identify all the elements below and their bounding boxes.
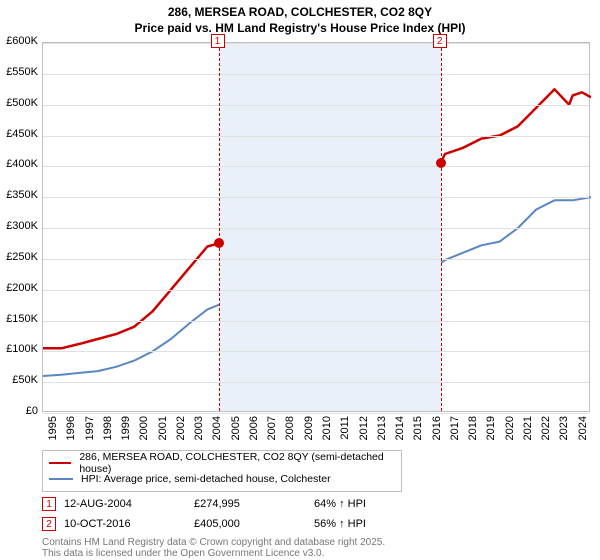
sale-events-table: 1 12-AUG-2004£274,99564% ↑ HPI 2 10-OCT-201…: [42, 494, 414, 534]
y-axis-tick: £300K: [6, 220, 42, 232]
gridline: [43, 228, 589, 229]
event-delta: 64% ↑ HPI: [314, 498, 414, 510]
x-axis-tick: 1998: [102, 416, 114, 440]
x-axis-tick: 2003: [193, 416, 205, 440]
event-delta: 56% ↑ HPI: [314, 518, 414, 530]
x-axis-tick: 2020: [504, 416, 516, 440]
gridline: [43, 166, 589, 167]
x-axis-tick: 2008: [284, 416, 296, 440]
gridline: [43, 321, 589, 322]
legend-swatch: [49, 478, 73, 480]
y-axis-tick: £50K: [12, 374, 42, 386]
legend-label: 286, MERSEA ROAD, COLCHESTER, CO2 8QY (s…: [79, 451, 395, 475]
x-axis-tick: 2011: [339, 416, 351, 440]
x-axis-tick: 2012: [358, 416, 370, 440]
x-axis-tick: 2014: [394, 416, 406, 440]
gridline: [43, 290, 589, 291]
y-axis-tick: £250K: [6, 251, 42, 263]
x-axis-tick: 2019: [485, 416, 497, 440]
x-axis-tick: 1999: [120, 416, 132, 440]
x-axis-tick: 2021: [522, 416, 534, 440]
title-line-2: Price paid vs. HM Land Registry's House …: [135, 21, 466, 35]
event-price: £274,995: [194, 498, 314, 510]
event-date: 12-AUG-2004: [64, 498, 194, 510]
x-axis-tick: 2023: [558, 416, 570, 440]
gridline: [43, 105, 589, 106]
event-price: £405,000: [194, 518, 314, 530]
y-axis-tick: £100K: [6, 343, 42, 355]
event-marker: 1: [211, 34, 225, 48]
gridline: [43, 74, 589, 75]
event-marker: 2: [42, 517, 56, 531]
gridline: [43, 413, 589, 414]
license-text: Contains HM Land Registry data © Crown c…: [42, 537, 385, 559]
y-axis-tick: £200K: [6, 282, 42, 294]
x-axis-tick: 2009: [303, 416, 315, 440]
x-axis-tick: 2018: [467, 416, 479, 440]
title-line-1: 286, MERSEA ROAD, COLCHESTER, CO2 8QY: [168, 5, 432, 19]
event-row: 2 10-OCT-2016£405,00056% ↑ HPI: [42, 514, 414, 534]
y-axis-tick: £600K: [6, 35, 42, 47]
gridline: [43, 136, 589, 137]
event-line: [441, 43, 442, 411]
plot-area: [42, 42, 590, 412]
gridline: [43, 197, 589, 198]
event-date: 10-OCT-2016: [64, 518, 194, 530]
event-row: 1 12-AUG-2004£274,99564% ↑ HPI: [42, 494, 414, 514]
y-axis-tick: £400K: [6, 158, 42, 170]
legend: 286, MERSEA ROAD, COLCHESTER, CO2 8QY (s…: [42, 450, 402, 492]
y-axis-tick: £450K: [6, 128, 42, 140]
y-axis-tick: £350K: [6, 189, 42, 201]
y-axis-tick: £500K: [6, 97, 42, 109]
gridline: [43, 382, 589, 383]
x-axis-tick: 2004: [211, 416, 223, 440]
y-axis-tick: £550K: [6, 66, 42, 78]
gridline: [43, 259, 589, 260]
chart-title: 286, MERSEA ROAD, COLCHESTER, CO2 8QY Pr…: [0, 0, 600, 36]
event-marker: 1: [42, 497, 56, 511]
x-axis-tick: 2001: [157, 416, 169, 440]
event-marker: 2: [433, 34, 447, 48]
x-axis-tick: 2015: [412, 416, 424, 440]
gridline: [43, 43, 589, 44]
x-axis-tick: 2000: [138, 416, 150, 440]
x-axis-tick: 1995: [47, 416, 59, 440]
y-axis-tick: £150K: [6, 313, 42, 325]
event-line: [219, 43, 220, 411]
x-axis-tick: 2005: [230, 416, 242, 440]
shaded-period: [219, 43, 441, 411]
x-axis-tick: 2002: [175, 416, 187, 440]
chart-container: 286, MERSEA ROAD, COLCHESTER, CO2 8QY Pr…: [0, 0, 600, 560]
legend-label: HPI: Average price, semi-detached house,…: [81, 473, 331, 485]
x-axis-tick: 1996: [65, 416, 77, 440]
gridline: [43, 351, 589, 352]
x-axis-tick: 2017: [449, 416, 461, 440]
sale-point: [436, 158, 446, 168]
x-axis-tick: 1997: [84, 416, 96, 440]
legend-swatch: [49, 462, 71, 464]
x-axis-tick: 2022: [540, 416, 552, 440]
x-axis-tick: 2016: [431, 416, 443, 440]
sale-point: [214, 238, 224, 248]
x-axis-tick: 2010: [321, 416, 333, 440]
x-axis-tick: 2006: [248, 416, 260, 440]
x-axis-tick: 2013: [376, 416, 388, 440]
legend-item: 286, MERSEA ROAD, COLCHESTER, CO2 8QY (s…: [49, 455, 395, 471]
x-axis-tick: 2024: [577, 416, 589, 440]
x-axis-tick: 2007: [266, 416, 278, 440]
y-axis-tick: £0: [26, 405, 42, 417]
